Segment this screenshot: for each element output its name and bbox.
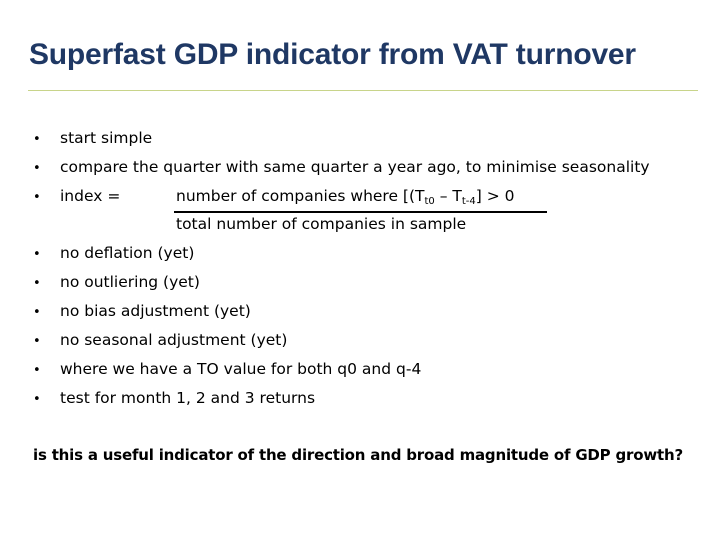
- title-divider: [28, 90, 698, 91]
- list-item: • no seasonal adjustment (yet): [33, 330, 287, 352]
- slide-title: Superfast GDP indicator from VAT turnove…: [29, 38, 636, 71]
- bullet-text: no outliering (yet): [60, 273, 200, 291]
- subscript-t0: t0: [424, 196, 435, 207]
- bullet-icon: •: [33, 334, 41, 349]
- bullet-icon: •: [33, 392, 41, 407]
- bullet-icon: •: [33, 247, 41, 262]
- subscript-t-4: t-4: [461, 196, 476, 207]
- bullet-icon: •: [33, 363, 41, 378]
- bullet-icon: •: [33, 190, 41, 205]
- fraction-bar: [174, 211, 547, 213]
- list-item: • test for month 1, 2 and 3 returns: [33, 388, 315, 410]
- numerator-mid: – T: [434, 187, 462, 205]
- list-item: • compare the quarter with same quarter …: [33, 157, 650, 179]
- list-item: • no outliering (yet): [33, 272, 200, 294]
- bullet-icon: •: [33, 161, 41, 176]
- formula-denominator: total number of companies in sample: [176, 215, 467, 233]
- formula-numerator: number of companies where [(Tt0 – Tt-4] …: [176, 186, 515, 207]
- closing-question: is this a useful indicator of the direct…: [33, 446, 683, 464]
- bullet-text: start simple: [60, 129, 153, 147]
- bullet-text: test for month 1, 2 and 3 returns: [60, 389, 316, 407]
- bullet-text: where we have a TO value for both q0 and…: [60, 360, 422, 378]
- bullet-icon: •: [33, 132, 41, 147]
- list-item: • where we have a TO value for both q0 a…: [33, 359, 421, 381]
- bullet-text: compare the quarter with same quarter a …: [60, 158, 650, 176]
- numerator-prefix: number of companies where [(T: [176, 187, 425, 205]
- bullet-icon: •: [33, 276, 41, 291]
- bullet-text: no seasonal adjustment (yet): [60, 331, 288, 349]
- index-formula: • index = number of companies where [(Tt…: [33, 186, 515, 208]
- bullet-icon: •: [33, 305, 41, 320]
- bullet-text: no bias adjustment (yet): [60, 302, 251, 320]
- numerator-suffix: ] > 0: [475, 187, 515, 205]
- index-label: index =: [60, 187, 121, 205]
- list-item: • no bias adjustment (yet): [33, 301, 251, 323]
- bullet-text: no deflation (yet): [60, 244, 195, 262]
- list-item: • start simple: [33, 128, 152, 150]
- list-item: • no deflation (yet): [33, 243, 194, 265]
